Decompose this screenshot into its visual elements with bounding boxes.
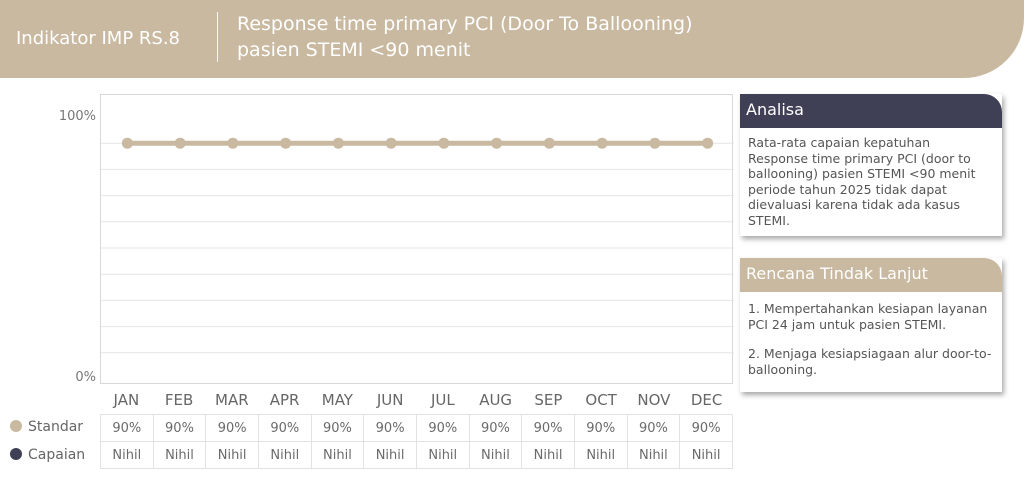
point-standar-jul <box>438 137 450 149</box>
table-cell-capaian-nov: Nihil <box>626 441 681 469</box>
point-standar-nov <box>649 137 661 149</box>
point-standar-dec <box>702 137 714 149</box>
title-line-2: pasien STEMI <90 menit <box>237 39 471 61</box>
x-tick-may: MAY <box>321 391 353 409</box>
standar-dot-icon <box>10 420 22 432</box>
header-divider <box>217 12 218 62</box>
table-cell-capaian-aug: Nihil <box>468 441 523 469</box>
table-cell-standar-sep: 90% <box>521 414 575 442</box>
table-cell-capaian-jun: Nihil <box>363 441 417 469</box>
legend-capaian-label: Capaian <box>28 447 86 463</box>
x-tick-jan: JAN <box>113 391 140 409</box>
rtl-item-2: 2. Menjaga kesiapsiagaan alur door-to-ba… <box>748 346 992 377</box>
point-standar-oct <box>596 137 608 149</box>
line-chart <box>101 137 734 354</box>
capaian-dot-icon <box>10 448 22 460</box>
table-row-capaian: Nihil Nihil Nihil Nihil Nihil Nihil Nihil Nihil… <box>100 441 733 469</box>
indicator-code: Indikator IMP RS.8 <box>16 28 180 49</box>
table-cell-standar-nov: 90% <box>626 414 681 442</box>
x-tick-nov: NOV <box>637 391 671 409</box>
header-bar: Indikator IMP RS.8 Response time primary… <box>0 0 1024 78</box>
data-table: 90% 90% 90% 90% 90% 90% 90% 90% 90% 90% 90% 90% Nih… <box>100 414 733 469</box>
table-cell-capaian-mar: Nihil <box>205 441 259 469</box>
rtl-panel: Rencana Tindak Lanjut 1. Mempertahankan … <box>740 258 1002 392</box>
table-cell-capaian-oct: Nihil <box>573 441 628 469</box>
legend-standar: Standar <box>10 419 83 435</box>
table-cell-capaian-feb: Nihil <box>152 441 207 469</box>
analisa-panel: Analisa Rata-rata capaian kepatuhan Resp… <box>740 94 1002 236</box>
title-line-1: Response time primary PCI (Door To Ballo… <box>237 13 693 35</box>
analisa-text: Rata-rata capaian kepatuhan Response tim… <box>748 135 976 228</box>
x-tick-aug: AUG <box>479 391 513 409</box>
table-cell-standar-feb: 90% <box>152 414 207 442</box>
point-standar-may <box>332 137 344 149</box>
y-tick-0: 0% <box>75 370 96 385</box>
table-cell-capaian-sep: Nihil <box>521 441 575 469</box>
table-cell-capaian-dec: Nihil <box>679 441 733 469</box>
point-standar-jun <box>385 137 397 149</box>
x-tick-mar: MAR <box>215 391 249 409</box>
analisa-title: Analisa <box>740 94 1002 128</box>
table-cell-capaian-jan: Nihil <box>100 441 154 469</box>
point-standar-mar <box>227 137 239 149</box>
analisa-body: Rata-rata capaian kepatuhan Response tim… <box>740 128 1002 238</box>
table-row-standar: 90% 90% 90% 90% 90% 90% 90% 90% 90% 90% 90% 90% <box>100 414 733 442</box>
table-cell-standar-aug: 90% <box>468 414 523 442</box>
table-cell-standar-mar: 90% <box>205 414 259 442</box>
table-cell-standar-may: 90% <box>310 414 365 442</box>
table-cell-standar-jul: 90% <box>415 414 470 442</box>
point-standar-aug <box>491 137 503 149</box>
x-tick-jun: JUN <box>376 391 404 409</box>
legend-capaian: Capaian <box>10 447 85 463</box>
rtl-body: 1. Mempertahankan kesiapan layanan PCI 2… <box>740 292 1002 387</box>
table-cell-capaian-jul: Nihil <box>415 441 470 469</box>
x-tick-feb: FEB <box>164 391 194 409</box>
page-title: Response time primary PCI (Door To Ballo… <box>237 11 837 63</box>
x-tick-jul: JUL <box>430 391 455 409</box>
rtl-item-1: 1. Mempertahankan kesiapan layanan PCI 2… <box>748 301 988 332</box>
point-standar-feb <box>174 137 186 149</box>
plot-area <box>100 94 734 384</box>
rtl-title: Rencana Tindak Lanjut <box>740 258 1002 292</box>
table-cell-standar-dec: 90% <box>679 414 733 442</box>
table-cell-standar-jun: 90% <box>363 414 417 442</box>
x-tick-apr: APR <box>269 391 300 409</box>
x-tick-sep: SEP <box>534 391 563 409</box>
table-cell-capaian-apr: Nihil <box>257 441 312 469</box>
point-standar-sep <box>543 137 555 149</box>
point-standar-apr <box>280 137 292 149</box>
y-tick-100: 100% <box>58 109 96 124</box>
table-cell-standar-apr: 90% <box>257 414 312 442</box>
legend-standar-label: Standar <box>28 419 84 435</box>
table-cell-capaian-may: Nihil <box>310 441 365 469</box>
table-cell-standar-oct: 90% <box>573 414 628 442</box>
table-cell-standar-jan: 90% <box>100 414 154 442</box>
x-tick-dec: DEC <box>690 391 723 409</box>
x-tick-oct: OCT <box>585 391 617 409</box>
point-standar-jan <box>121 137 133 149</box>
